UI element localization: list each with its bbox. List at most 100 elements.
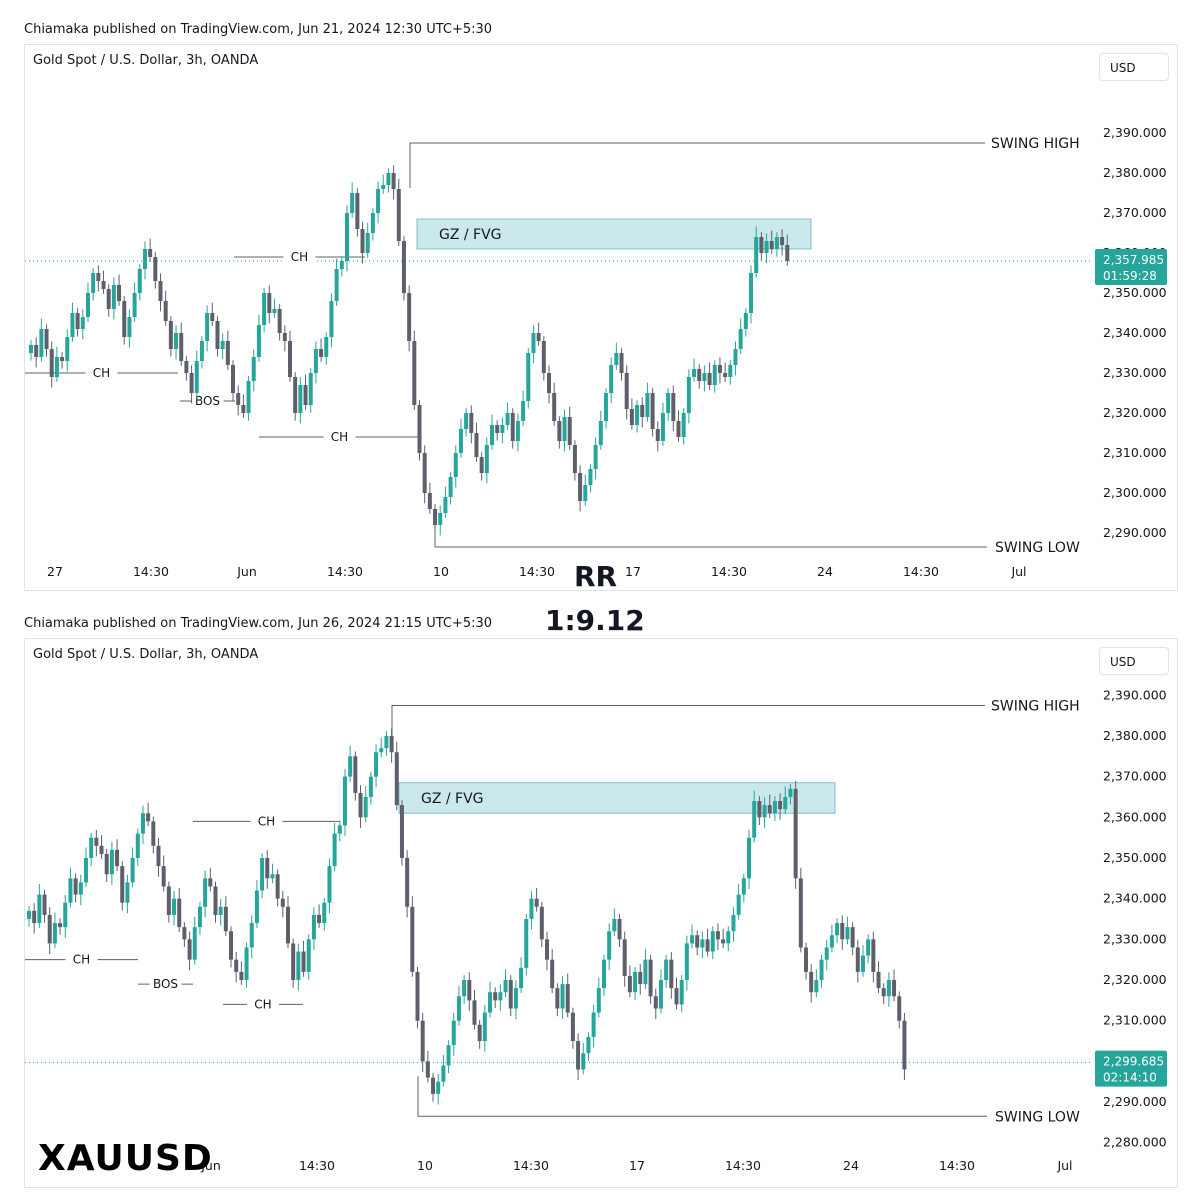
candle-body	[137, 269, 142, 293]
candle-body	[34, 345, 39, 357]
candle-body	[313, 349, 318, 373]
marker-label-bg	[149, 976, 182, 993]
candle-body	[565, 984, 570, 1013]
y-tick-label: 2,310.000	[1103, 445, 1167, 460]
candle-body	[436, 1081, 441, 1094]
candle-body	[453, 453, 458, 477]
candle-body	[80, 317, 85, 329]
candle-body	[609, 365, 614, 393]
chart-2-svg[interactable]: 2,390.000 2,380.000 2,370.000 2,360.000 2,35…	[25, 639, 1177, 1187]
candle-body	[344, 213, 349, 261]
y-tick-label: 2,370.000	[1103, 769, 1167, 784]
candle-body	[443, 497, 448, 513]
candle-body	[640, 405, 645, 417]
candle-body	[251, 357, 256, 381]
candle-body	[531, 333, 536, 353]
marker-label-bg	[283, 249, 316, 265]
candle-body	[624, 373, 629, 409]
candle-body	[156, 845, 161, 867]
candle-body	[399, 805, 404, 858]
candle-body	[892, 980, 897, 997]
chart-2-publish-header: Chiamaka published on TradingView.com, J…	[24, 616, 493, 631]
candle-body	[695, 935, 700, 948]
marker-label-bg	[191, 393, 224, 409]
swing-high-label: SWING HIGH	[991, 698, 1080, 714]
candle-body	[106, 289, 111, 309]
chart-2-panel[interactable]: 2,390.000 2,380.000 2,370.000 2,360.000 2,35…	[24, 638, 1178, 1188]
swing-high-line	[391, 704, 985, 751]
candle-body	[456, 996, 461, 1021]
marker-label: CH	[93, 366, 110, 380]
candle-body	[286, 906, 290, 944]
candle-body	[32, 910, 37, 924]
candle-body	[603, 393, 608, 421]
candle-body	[676, 421, 681, 437]
candle-body	[213, 886, 218, 915]
y-tick-label: 2,340.000	[1103, 891, 1167, 906]
candle-body	[850, 927, 855, 948]
marker-label: CH	[254, 997, 271, 1011]
ticker-label: XAUUSD	[38, 1138, 213, 1179]
candle-body	[73, 878, 78, 895]
candle-body	[793, 788, 798, 879]
candle-body	[705, 939, 710, 952]
x-tick-label: 14:30	[133, 564, 169, 579]
rr-label: RR	[574, 560, 618, 593]
candle-body	[412, 341, 417, 405]
chart-2-symbol-label: Gold Spot / U.S. Dollar, 3h, OANDA	[33, 647, 259, 662]
x-tick-label: 24	[843, 1158, 859, 1173]
candle-body	[301, 951, 306, 972]
chart-1-panel[interactable]: 2,390.0002,380.0002,370.0002,360.0002,35…	[24, 44, 1178, 591]
candle-body	[339, 261, 344, 269]
candle-body	[783, 796, 788, 810]
candle-body	[420, 1020, 425, 1062]
candle-body	[99, 845, 104, 854]
chart-1-currency-button[interactable]: USD	[1099, 53, 1169, 81]
candle-body	[241, 405, 246, 413]
candle-body	[754, 237, 759, 273]
marker-label-bg	[250, 813, 283, 830]
candle-body	[192, 927, 197, 960]
candle-body	[785, 245, 790, 261]
candle-body	[578, 473, 583, 501]
candle-body	[612, 919, 617, 932]
candle-body	[303, 385, 308, 405]
candle-body	[635, 405, 640, 425]
y-tick-label: 2,300.000	[1103, 485, 1167, 500]
y-tick-label: 2,340.000	[1103, 325, 1167, 340]
chart-1-svg[interactable]: 2,390.0002,380.0002,370.0002,360.0002,35…	[25, 45, 1177, 590]
candle-body	[464, 413, 469, 429]
candle-body	[824, 947, 829, 960]
candle-body	[829, 935, 834, 948]
candle-body	[130, 857, 135, 883]
candle-body	[572, 445, 577, 473]
candle-body	[747, 837, 752, 879]
candle-body	[441, 1065, 446, 1082]
candle-body	[902, 1020, 907, 1070]
candle-body	[653, 996, 658, 1009]
x-tick-label: 14:30	[711, 564, 747, 579]
candle-body	[598, 421, 603, 445]
x-tick-label: 10	[433, 564, 449, 579]
candle-body	[666, 393, 671, 413]
candle-body	[49, 349, 54, 377]
candle-body	[229, 931, 234, 960]
y-tick-label: 2,330.000	[1103, 365, 1167, 380]
candle-body	[723, 373, 728, 377]
chart-2-currency-button[interactable]: USD	[1099, 647, 1169, 675]
candle-body	[370, 213, 375, 233]
x-tick-label: 14:30	[519, 564, 555, 579]
candle-body	[627, 975, 632, 993]
candle-body	[407, 293, 412, 341]
candle-body	[557, 421, 562, 441]
candle-body	[396, 189, 401, 241]
candle-body	[120, 866, 125, 903]
gz-fvg-zone	[416, 218, 812, 250]
candle-body	[254, 890, 259, 924]
candle-body	[596, 988, 601, 1013]
candle-body	[524, 919, 529, 968]
candle-body	[660, 413, 665, 441]
marker-label-bg	[323, 429, 356, 445]
y-tick-label: 2,390.000	[1103, 687, 1167, 702]
candle-body	[199, 341, 204, 361]
